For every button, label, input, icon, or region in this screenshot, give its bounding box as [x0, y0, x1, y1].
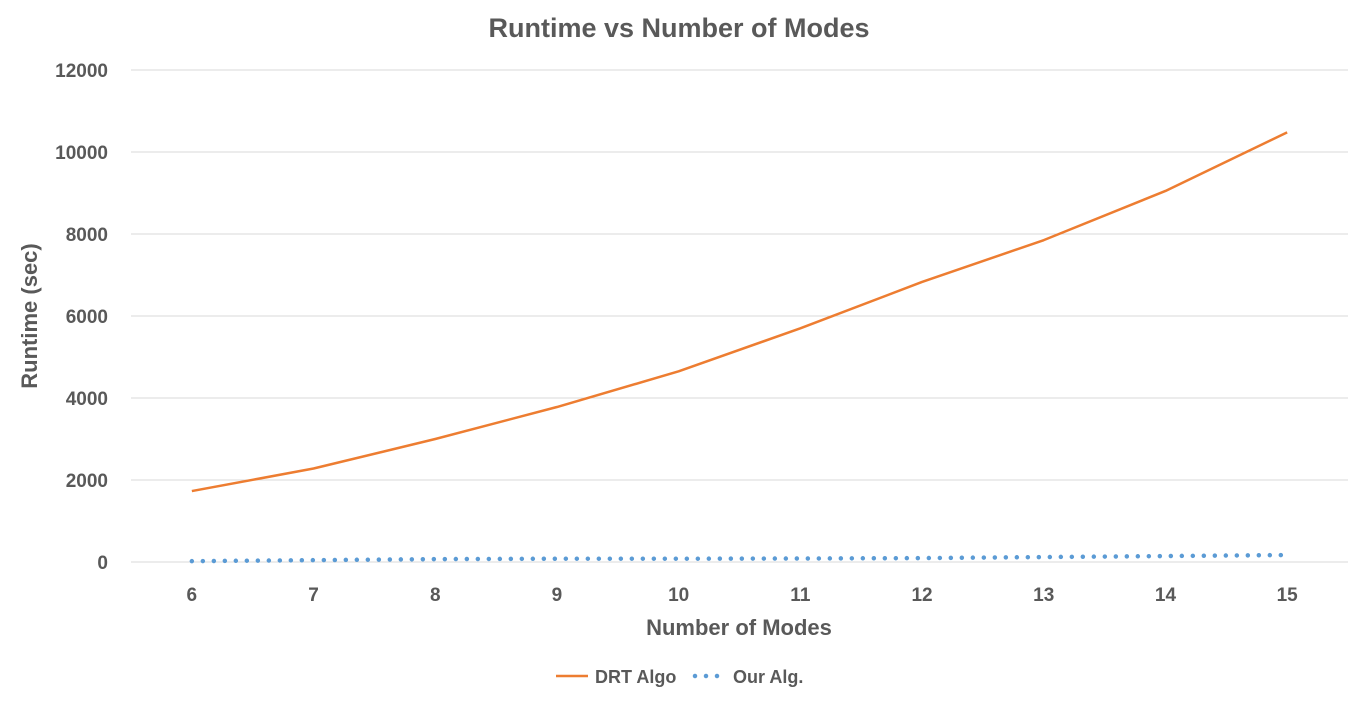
x-axis-tick-labels: 6 7 8 9 10 11 12 13 14 15 [187, 585, 1299, 606]
series-line-our-alg [189, 552, 1290, 564]
x-tick-label: 13 [1033, 585, 1054, 606]
y-tick-label: 4000 [66, 389, 108, 410]
x-tick-label: 9 [552, 585, 563, 606]
gridlines [131, 69, 1348, 563]
y-axis-title: Runtime (sec) [17, 243, 42, 388]
legend: DRT Algo Our Alg. [556, 667, 803, 687]
x-tick-label: 6 [187, 585, 198, 606]
series-line-drt-algo [191, 131, 1288, 493]
legend-label-drt-algo: DRT Algo [595, 667, 676, 687]
y-tick-label: 6000 [66, 307, 108, 328]
series-layer [189, 131, 1290, 564]
y-tick-label: 2000 [66, 471, 108, 492]
x-axis-title: Number of Modes [646, 615, 832, 640]
x-tick-label: 10 [668, 585, 689, 606]
x-tick-label: 8 [430, 585, 441, 606]
y-tick-label: 8000 [66, 225, 108, 246]
x-tick-label: 7 [308, 585, 319, 606]
x-tick-label: 15 [1277, 585, 1299, 606]
y-axis-tick-labels: 0 2000 4000 6000 8000 10000 12000 [55, 61, 108, 574]
legend-label-our-alg: Our Alg. [733, 667, 803, 687]
y-tick-label: 0 [97, 553, 108, 574]
chart-title: Runtime vs Number of Modes [488, 13, 869, 43]
x-tick-label: 14 [1155, 585, 1177, 606]
y-tick-label: 10000 [55, 143, 108, 164]
x-tick-label: 12 [911, 585, 932, 606]
y-tick-label: 12000 [55, 61, 108, 82]
x-tick-label: 11 [790, 585, 811, 606]
